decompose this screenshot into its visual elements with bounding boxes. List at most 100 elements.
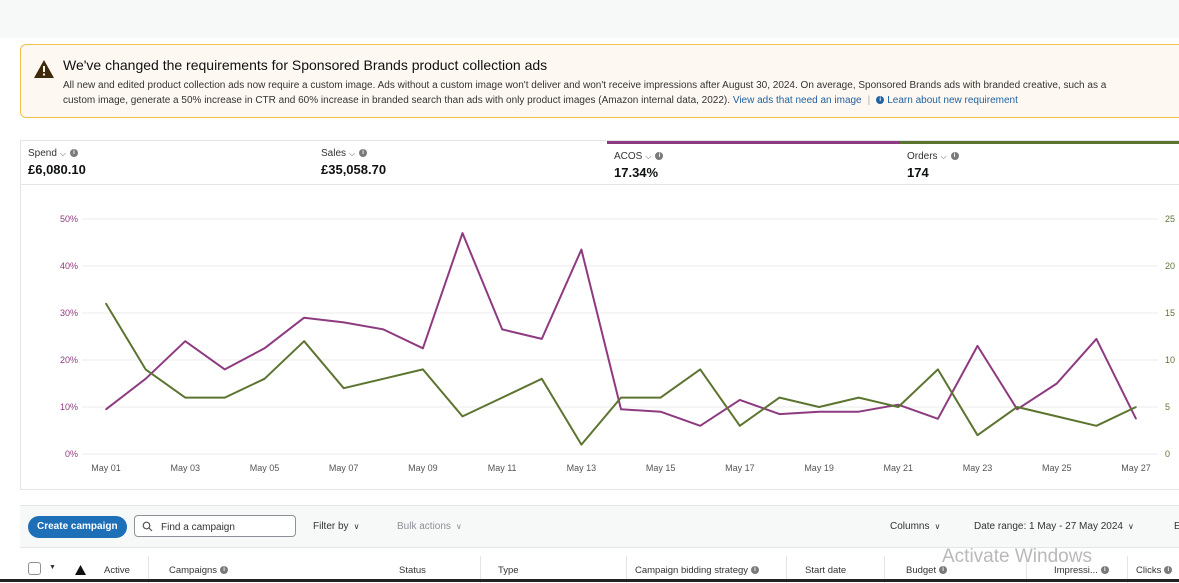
chart-container — [20, 185, 1179, 490]
metric-acos-label-row: ACOS ⌵ i — [614, 151, 664, 162]
metric-sales[interactable]: Sales ⌵ i £35,058.70 — [314, 141, 607, 185]
data-point-acos — [976, 345, 979, 347]
chevron-down-icon[interactable]: ⌵ — [940, 152, 947, 161]
data-point-orders — [739, 425, 741, 427]
data-point-orders — [897, 406, 900, 408]
chevron-down-icon: ∨ — [353, 522, 360, 531]
metric-sales-label: Sales — [321, 148, 347, 159]
alert-column-icon — [75, 565, 86, 575]
filter-by-dropdown[interactable]: Filter by ∨ — [313, 521, 359, 532]
data-point-acos — [1095, 338, 1098, 340]
chevron-down-icon[interactable]: ⌵ — [645, 152, 652, 161]
columns-label: Columns — [890, 521, 930, 532]
data-point-orders — [659, 396, 662, 399]
data-point-acos — [739, 399, 741, 401]
metric-spend[interactable]: Spend ⌵ i £6,080.10 — [21, 141, 314, 185]
columns-dropdown[interactable]: Columns ∨ — [890, 521, 940, 532]
col-campaigns-label: Campaigns — [169, 565, 218, 576]
banner-text-line-2: custom image, generate a 50% increase in… — [63, 95, 1018, 106]
campaign-toolbar: Create campaign Filter by ∨ Bulk actions ∨… — [20, 505, 1179, 548]
data-point-orders — [144, 368, 147, 371]
left-axis-tick-label: 0% — [65, 449, 78, 459]
data-point-acos — [620, 408, 622, 411]
col-impressions[interactable]: Impressi... i — [1054, 565, 1109, 576]
col-campaigns[interactable]: Campaigns i — [169, 565, 229, 576]
chevron-down-icon: ∨ — [1127, 522, 1134, 531]
x-axis-tick-label: May 15 — [646, 463, 676, 473]
right-axis-tick-label: 20 — [1165, 261, 1175, 271]
data-point-orders — [1016, 406, 1018, 408]
data-point-acos — [659, 410, 662, 413]
column-divider — [1127, 556, 1128, 583]
column-divider — [480, 556, 481, 583]
left-axis-tick-label: 30% — [60, 308, 78, 318]
x-axis-tick-label: May 07 — [329, 463, 359, 473]
data-point-orders — [937, 368, 939, 371]
column-divider — [626, 556, 627, 583]
data-point-orders — [857, 396, 860, 399]
series-line-orders — [105, 303, 1137, 446]
banner-text-line-2-body: custom image, generate a 50% increase in… — [63, 95, 731, 106]
right-axis-tick-label: 0 — [1165, 449, 1170, 459]
metric-acos[interactable]: ACOS ⌵ i 17.34% — [607, 141, 900, 185]
metric-spend-value: £6,080.10 — [28, 162, 86, 177]
col-bidding-label: Campaign bidding strategy — [635, 565, 749, 576]
select-all-checkbox[interactable] — [28, 562, 41, 575]
chevron-down-icon[interactable]: ⌵ — [349, 149, 356, 158]
data-point-orders — [422, 368, 424, 371]
data-point-acos — [897, 403, 900, 406]
col-type[interactable]: Type — [498, 565, 519, 576]
metric-orders-label-row: Orders ⌵ i — [907, 151, 959, 162]
right-axis-tick-label: 5 — [1165, 402, 1170, 412]
col-start-date[interactable]: Start date — [805, 565, 847, 576]
data-point-orders — [699, 368, 702, 371]
data-point-acos — [937, 417, 939, 420]
x-axis-tick-label: May 25 — [1042, 463, 1072, 473]
info-icon: i — [220, 566, 229, 575]
x-axis-tick-label: May 09 — [408, 463, 438, 473]
export-button[interactable]: E — [1174, 521, 1179, 532]
data-point-acos — [501, 328, 503, 331]
caret-down-icon[interactable]: ▼ — [49, 564, 56, 571]
data-point-orders — [461, 415, 464, 418]
create-campaign-button[interactable]: Create campaign — [28, 516, 127, 538]
col-status[interactable]: Status — [399, 565, 426, 576]
x-axis-tick-label: May 19 — [804, 463, 834, 473]
view-ads-link[interactable]: View ads that need an image — [732, 95, 862, 106]
banner-title: We've changed the requirements for Spons… — [63, 57, 548, 73]
date-range-label: Date range: 1 May - 27 May 2024 — [974, 521, 1123, 532]
col-active[interactable]: Active — [104, 565, 130, 576]
bulk-actions-dropdown[interactable]: Bulk actions ∨ — [397, 521, 462, 532]
data-point-acos — [1135, 417, 1137, 420]
x-axis-tick-label: May 23 — [963, 463, 993, 473]
data-point-orders — [818, 406, 820, 408]
column-divider — [1026, 556, 1027, 583]
right-axis-tick-label: 15 — [1165, 308, 1175, 318]
info-icon: i — [70, 149, 78, 158]
date-range-dropdown[interactable]: Date range: 1 May - 27 May 2024 ∨ — [974, 521, 1134, 532]
metric-sales-label-row: Sales ⌵ i — [321, 148, 368, 159]
data-point-orders — [263, 378, 266, 380]
metric-orders[interactable]: Orders ⌵ i 174 — [900, 141, 1179, 185]
data-point-acos — [1055, 382, 1058, 385]
banner-text-line-1: All new and edited product collection ad… — [63, 80, 1107, 91]
campaign-search[interactable] — [134, 515, 296, 537]
data-point-orders — [1055, 415, 1058, 418]
col-clicks[interactable]: Clicks i — [1136, 565, 1173, 576]
x-axis-tick-label: May 05 — [250, 463, 280, 473]
col-budget[interactable]: Budget i — [906, 565, 948, 576]
metric-spend-label-row: Spend ⌵ i — [28, 148, 78, 159]
chevron-down-icon[interactable]: ⌵ — [59, 149, 66, 158]
col-impressions-label: Impressi... — [1054, 565, 1098, 576]
learn-requirement-link[interactable]: Learn about new requirement — [887, 95, 1018, 106]
bulk-actions-label: Bulk actions — [397, 521, 451, 532]
x-axis-tick-label: May 03 — [170, 463, 200, 473]
data-point-acos — [818, 410, 820, 413]
metric-sales-value: £35,058.70 — [321, 162, 387, 177]
col-bidding-strategy[interactable]: Campaign bidding strategy i — [635, 565, 760, 576]
x-axis-tick-label: May 11 — [488, 463, 517, 473]
info-icon: i — [1100, 566, 1109, 575]
data-point-acos — [184, 340, 187, 342]
search-input[interactable] — [159, 519, 293, 535]
info-icon: i — [655, 152, 664, 161]
